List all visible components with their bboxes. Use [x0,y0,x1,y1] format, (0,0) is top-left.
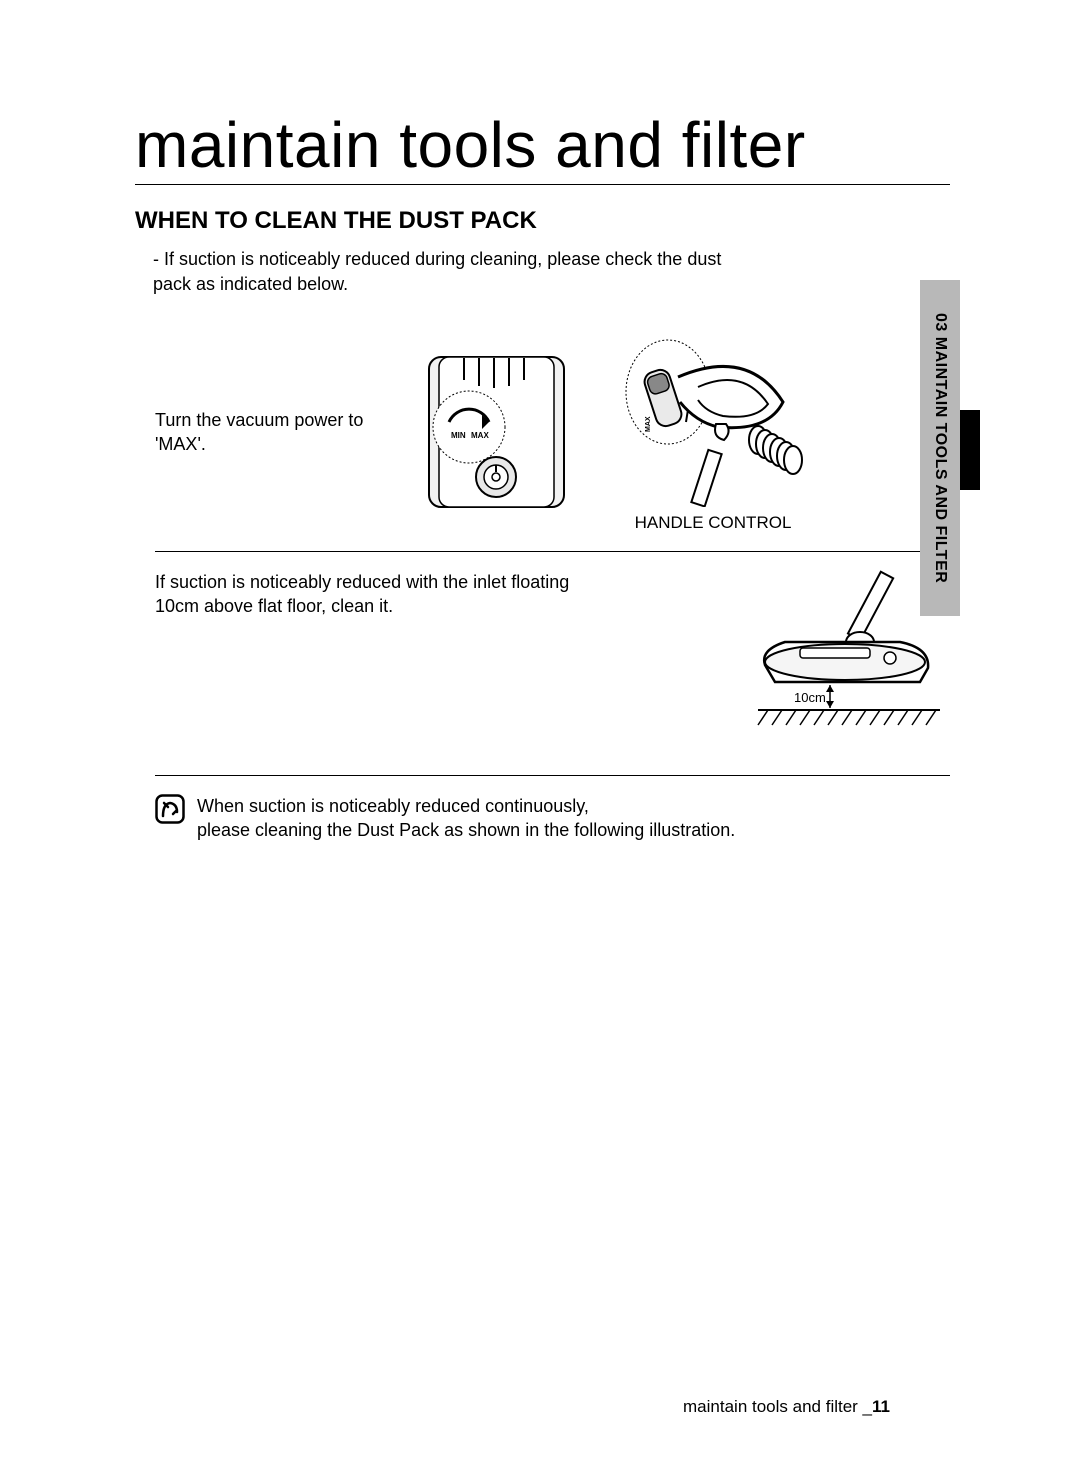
handle-max-label: MAX [645,416,652,432]
dial-illustration: MIN MAX [409,352,584,512]
side-tab-black [960,410,980,490]
intro-text: - If suction is noticeably reduced durin… [153,247,763,296]
footer-text: maintain tools and filter _ [683,1397,872,1416]
page-number: 11 [872,1397,890,1416]
side-tab-gray: 03 MAINTAIN TOOLS AND FILTER [920,280,960,616]
page-footer: maintain tools and filter _11 [683,1397,890,1417]
handle-illustration: MAX [608,332,818,507]
side-tab: 03 MAINTAIN TOOLS AND FILTER [920,280,980,616]
separator-2 [155,775,950,776]
floor-head-illustration: 10cm [740,570,950,745]
page-title: maintain tools and filter [135,110,950,185]
handle-illustration-group: MAX [608,332,818,533]
section-heading: WHEN TO CLEAN THE DUST PACK [135,207,950,235]
page-container: maintain tools and filter WHEN TO CLEAN … [0,0,1080,1479]
note-row: When suction is noticeably reduced conti… [155,794,950,843]
note-icon [155,794,185,829]
note-text: When suction is noticeably reduced conti… [197,794,735,843]
distance-label: 10cm [794,690,826,705]
note-line-1: When suction is noticeably reduced conti… [197,796,589,816]
handle-caption: HANDLE CONTROL [608,513,818,533]
step1-text: Turn the vacuum power to 'MAX'. [155,408,385,457]
step2-text: If suction is noticeably reduced with th… [155,570,605,619]
step-row-2: If suction is noticeably reduced with th… [155,570,950,745]
step-row-1: Turn the vacuum power to 'MAX'. MIN MAX [155,332,950,533]
dial-max-label: MAX [471,431,489,440]
note-line-2: please cleaning the Dust Pack as shown i… [197,820,735,840]
separator-1 [155,551,950,552]
side-tab-label: 03 MAINTAIN TOOLS AND FILTER [931,313,949,583]
dial-min-label: MIN [451,431,466,440]
